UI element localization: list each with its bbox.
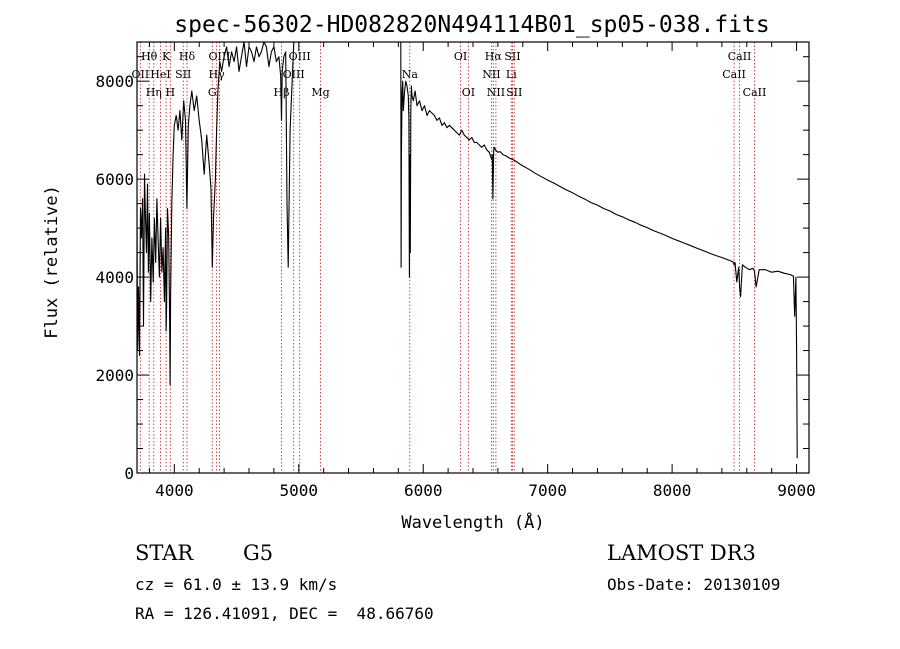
coordinates-text: RA = 126.41091, DEC = 48.66760	[135, 604, 434, 623]
spectral-line-label: Li	[506, 68, 517, 81]
spectral-line-label: CaII	[728, 50, 752, 63]
spectral-line-label: CaII	[743, 86, 767, 99]
x-tick-label: 5000	[280, 481, 319, 500]
emission-lines-layer	[139, 42, 755, 473]
spectral-line-label: SII	[175, 68, 191, 81]
x-tick-label: 7000	[528, 481, 567, 500]
spectral-line-label: OII	[132, 68, 150, 81]
spectral-line-label: Hη	[146, 86, 162, 99]
y-tick-label: 2000	[95, 366, 134, 385]
observation-date: Obs-Date: 20130109	[607, 575, 780, 594]
spectral-line-label: K	[162, 50, 171, 63]
x-tick-label: 9000	[777, 481, 816, 500]
y-axis-label: Flux (relative)	[42, 185, 62, 339]
spectral-line-label: NII	[487, 86, 505, 99]
y-tick-label: 4000	[95, 268, 134, 287]
x-tick-label: 8000	[653, 481, 692, 500]
spectral-line-label: CaII	[722, 68, 746, 81]
y-tick-label: 6000	[95, 170, 134, 189]
spectral-line-label: Hδ	[179, 50, 196, 63]
spectral-line-label: G	[208, 86, 217, 99]
line-labels-layer: OIIHθHηHeIKHSIIHδGHγOIIIHβOIIIOIIIMgNaOI…	[132, 50, 767, 99]
y-axis: 0 2000 4000 6000 8000	[95, 56, 809, 483]
spectral-line-label: Na	[402, 68, 419, 81]
chart-title: spec-56302-HD082820N494114B01_sp05-038.f…	[174, 12, 769, 38]
spectral-line-label: OIII	[283, 68, 305, 81]
y-tick-label: 0	[124, 464, 134, 483]
spectrum-line	[137, 42, 798, 459]
spectral-line-label: SII	[506, 86, 522, 99]
x-tick-label: 6000	[404, 481, 443, 500]
plot-frame	[136, 41, 810, 474]
spectral-line-label: OIII	[289, 50, 311, 63]
x-axis: 4000 5000 6000 7000 8000 9000	[148, 42, 816, 500]
spectral-line-label: OI	[454, 50, 467, 63]
survey-name: LAMOST DR3	[607, 541, 756, 565]
spectral-line-label: HeI	[150, 68, 170, 81]
spectral-line-label: H	[166, 86, 176, 99]
spectral-line-label: SII	[504, 50, 520, 63]
spectral-line-label: NII	[482, 68, 500, 81]
redshift-text: cz = 61.0 ± 13.9 km/s	[135, 575, 337, 594]
spectral-line-label: Hθ	[141, 50, 158, 63]
y-tick-label: 8000	[95, 72, 134, 91]
spectral-line-label: OI	[462, 86, 475, 99]
spectral-line-label: Mg	[311, 86, 329, 99]
object-subclass: G5	[243, 541, 273, 565]
x-tick-label: 4000	[155, 481, 194, 500]
spectral-line-label: Hγ	[209, 68, 226, 81]
x-axis-label: Wavelength (Å)	[401, 511, 544, 533]
spectral-line-label: Hα	[485, 50, 503, 63]
object-class: STAR	[135, 541, 194, 565]
